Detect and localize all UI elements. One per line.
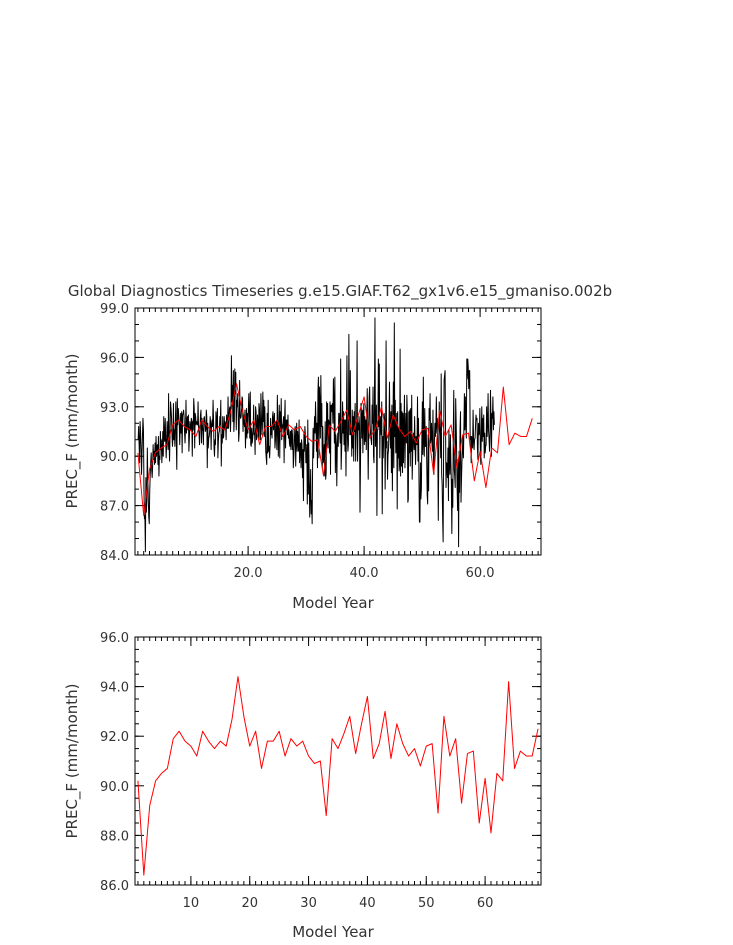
bottom-x-axis-label: Model Year xyxy=(292,923,374,941)
x-tick-label: 60.0 xyxy=(466,566,495,581)
bottom-lines xyxy=(137,676,539,876)
x-tick-label: 20.0 xyxy=(234,566,263,581)
y-tick-label: 88.0 xyxy=(100,829,129,844)
y-tick-label: 90.0 xyxy=(100,450,129,465)
top-plot-frame xyxy=(134,307,542,556)
x-tick-label: 30 xyxy=(300,896,317,911)
x-tick-label: 20 xyxy=(241,896,258,911)
x-tick-label: 50 xyxy=(418,896,435,911)
bottom-panel: 10 20 30 40 50 60 86.0 88.0 90.0 92.0 94.0 96.0 Mod… xyxy=(63,631,542,941)
y-tick-label: 90.0 xyxy=(100,780,129,795)
annual-mean-series-line xyxy=(137,676,539,876)
x-tick-label: 10 xyxy=(183,896,200,911)
figure-title: Global Diagnostics Timeseries g.e15.GIAF… xyxy=(68,282,612,301)
monthly-series-line xyxy=(137,317,495,553)
x-tick-label: 60 xyxy=(477,896,494,911)
y-tick-label: 99.0 xyxy=(100,302,129,317)
y-tick-label: 94.0 xyxy=(100,681,129,696)
bottom-y-axis-label: PREC_F (mm/month) xyxy=(63,684,82,839)
y-tick-label: 84.0 xyxy=(100,549,129,564)
y-tick-label: 96.0 xyxy=(100,351,129,366)
x-tick-label: 40 xyxy=(359,896,376,911)
top-x-axis-label: Model Year xyxy=(292,594,374,612)
top-ticklabels: 20.0 40.0 60.0 84.0 87.0 90.0 93.0 96.0 99.0 xyxy=(100,302,495,581)
bottom-ticks xyxy=(135,636,541,886)
y-tick-label: 92.0 xyxy=(100,730,129,745)
top-y-axis-label: PREC_F (mm/month) xyxy=(63,354,82,509)
x-tick-label: 40.0 xyxy=(350,566,379,581)
top-ticks xyxy=(135,307,541,556)
annual-mean-series-line xyxy=(137,383,533,516)
top-lines xyxy=(137,317,533,553)
y-tick-label: 96.0 xyxy=(100,631,129,646)
y-tick-label: 87.0 xyxy=(100,500,129,515)
bottom-ticklabels: 10 20 30 40 50 60 86.0 88.0 90.0 92.0 94.0 96.0 xyxy=(100,631,493,911)
y-tick-label: 93.0 xyxy=(100,401,129,416)
bottom-plot-frame xyxy=(134,636,542,886)
y-tick-label: 86.0 xyxy=(100,879,129,894)
top-panel: 20.0 40.0 60.0 84.0 87.0 90.0 93.0 96.0 99.0 Mod… xyxy=(63,302,542,612)
